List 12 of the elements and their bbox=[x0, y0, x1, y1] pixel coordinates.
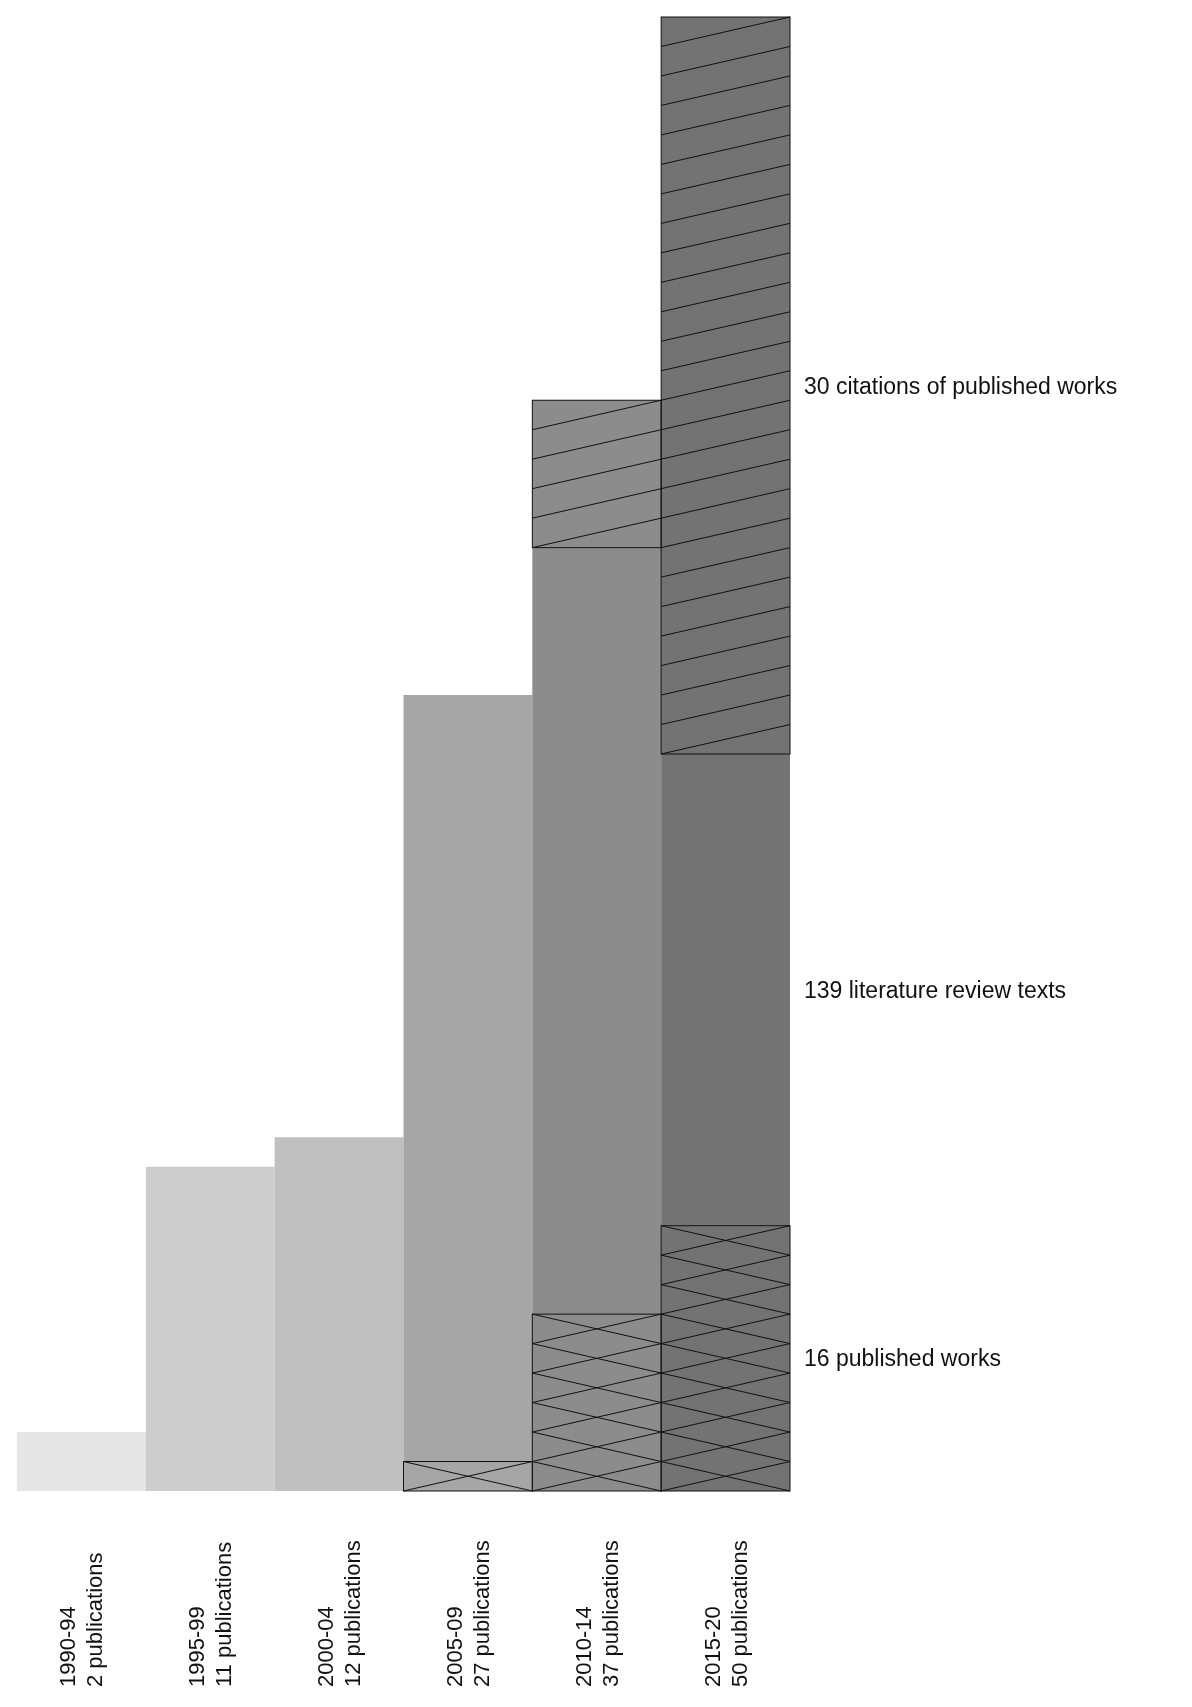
x-tick-label: 1990-94 2 publications bbox=[55, 1552, 108, 1687]
x-tick-label: 2005-09 27 publications bbox=[441, 1540, 494, 1687]
x-tick-label: 1995-99 11 publications bbox=[184, 1541, 237, 1687]
x-tick-label: 2000-04 12 publications bbox=[313, 1540, 366, 1687]
x-tick-label: 2010-14 37 publications bbox=[570, 1540, 623, 1687]
bar bbox=[274, 1137, 404, 1491]
x-tick-label: 2015-20 50 publications bbox=[699, 1540, 752, 1687]
series-label: 139 literature review texts bbox=[804, 976, 1067, 1003]
series-label: 30 citations of published works bbox=[804, 372, 1118, 399]
bar bbox=[17, 1432, 146, 1491]
series-label: 16 published works bbox=[804, 1345, 1001, 1372]
bar bbox=[145, 1166, 275, 1491]
